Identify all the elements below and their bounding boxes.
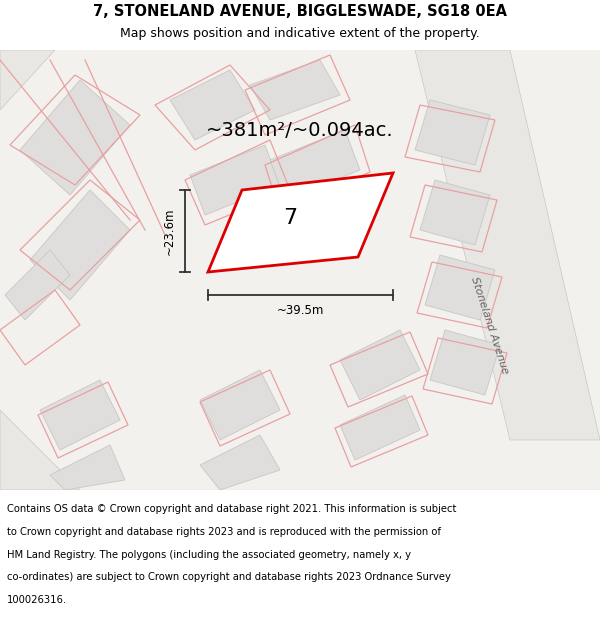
Polygon shape [190,145,280,215]
Polygon shape [20,80,130,195]
Polygon shape [170,70,255,140]
Polygon shape [420,180,490,245]
Polygon shape [30,190,130,300]
Polygon shape [415,100,490,165]
Text: 100026316.: 100026316. [7,595,67,605]
Polygon shape [50,445,125,490]
Polygon shape [430,330,500,395]
Polygon shape [250,60,340,120]
Polygon shape [0,50,600,490]
Text: 7, STONELAND AVENUE, BIGGLESWADE, SG18 0EA: 7, STONELAND AVENUE, BIGGLESWADE, SG18 0… [93,4,507,19]
Polygon shape [40,380,120,450]
Polygon shape [415,50,600,440]
Polygon shape [200,370,280,440]
Polygon shape [340,330,420,400]
Text: ~39.5m: ~39.5m [277,304,324,318]
Polygon shape [208,173,393,272]
Polygon shape [270,130,360,200]
Text: ~381m²/~0.094ac.: ~381m²/~0.094ac. [206,121,394,139]
Polygon shape [200,435,280,490]
Text: 7: 7 [283,208,298,228]
Text: to Crown copyright and database rights 2023 and is reproduced with the permissio: to Crown copyright and database rights 2… [7,527,441,537]
Polygon shape [0,410,80,490]
Polygon shape [340,395,420,460]
Text: ~23.6m: ~23.6m [163,208,176,255]
Polygon shape [0,50,55,110]
Polygon shape [5,250,70,320]
Polygon shape [425,255,495,320]
Text: Map shows position and indicative extent of the property.: Map shows position and indicative extent… [120,28,480,41]
Text: Stoneland Avenue: Stoneland Avenue [470,275,511,375]
Text: HM Land Registry. The polygons (including the associated geometry, namely x, y: HM Land Registry. The polygons (includin… [7,549,411,559]
Text: Contains OS data © Crown copyright and database right 2021. This information is : Contains OS data © Crown copyright and d… [7,504,457,514]
Text: co-ordinates) are subject to Crown copyright and database rights 2023 Ordnance S: co-ordinates) are subject to Crown copyr… [7,572,451,582]
